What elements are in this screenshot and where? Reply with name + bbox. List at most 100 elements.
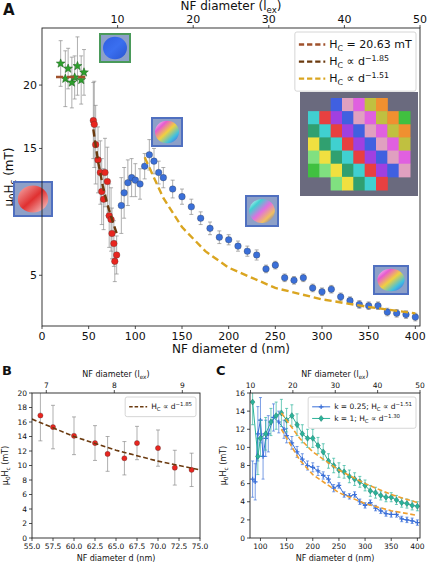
figure: A050100150200250300350400102030405051015… — [0, 0, 433, 580]
data-point — [316, 469, 321, 474]
x-tick-label: 0 — [39, 330, 46, 343]
data-point — [368, 488, 373, 494]
inset-image — [342, 124, 354, 138]
data-point — [216, 234, 223, 241]
inset-image — [353, 164, 365, 178]
data-point — [188, 204, 195, 211]
legend-box — [308, 397, 416, 428]
error-bar — [400, 498, 403, 507]
data-point — [235, 243, 242, 250]
inset-image — [308, 137, 320, 151]
x-axis-title: NF diameter d (nm) — [172, 342, 290, 356]
x-tick — [135, 326, 136, 329]
x-tick — [42, 326, 43, 329]
panel: A050100150200250300350400102030405051015… — [2, 0, 427, 356]
inset-image — [319, 124, 331, 138]
x2-tick-label: 8 — [112, 381, 117, 390]
x2-tick — [292, 390, 293, 393]
inset-image — [399, 164, 411, 178]
data-point — [73, 61, 82, 69]
data-point — [405, 501, 410, 507]
y-tick-label: 6 — [240, 479, 245, 488]
data-point — [415, 520, 420, 525]
inset-image — [377, 269, 404, 291]
x2-axis-title: NF diameter (lex) — [181, 0, 282, 15]
data-point — [258, 435, 263, 441]
x-tick-label: 67.5 — [129, 542, 146, 551]
error-bar — [190, 453, 194, 486]
x2-tick — [46, 390, 47, 393]
data-point — [274, 413, 279, 419]
x-tick-label: 50 — [82, 330, 96, 343]
legend-box — [125, 397, 196, 417]
data-point — [410, 518, 415, 523]
error-bar — [317, 466, 320, 475]
x2-tick — [250, 390, 251, 393]
data-point — [384, 494, 389, 500]
data-point — [80, 68, 89, 76]
data-point — [321, 449, 326, 455]
data-point — [256, 453, 261, 459]
error-bar — [343, 466, 346, 479]
plot-frame — [42, 28, 420, 326]
error-bar — [173, 450, 177, 485]
data-point — [316, 443, 321, 449]
data-point — [109, 230, 116, 237]
inset-image — [353, 151, 365, 165]
data-point — [146, 152, 153, 159]
data-point — [310, 435, 315, 441]
inset-image — [18, 185, 48, 212]
panel-letter: C — [216, 363, 226, 378]
legend-label: HC ∝ d−1.51 — [329, 71, 389, 87]
y-tick-label: 5 — [30, 269, 37, 282]
inset-image — [365, 98, 377, 112]
error-bar — [322, 472, 325, 479]
error-bar — [416, 520, 419, 525]
inset-image — [376, 98, 388, 112]
y-axis-title: μ0Hc (mT) — [219, 446, 229, 485]
error-bar — [390, 512, 393, 517]
inset-image — [376, 111, 388, 125]
inset-image — [399, 137, 411, 151]
inset-image — [319, 164, 331, 178]
x-tick-label: 400 — [405, 330, 426, 343]
error-bar — [251, 393, 254, 425]
error-bar — [353, 492, 356, 497]
fit-line — [93, 129, 116, 233]
data-point — [64, 64, 73, 72]
x2-axis-title: NF diameter (lex) — [301, 370, 368, 380]
inset-image — [353, 137, 365, 151]
error-bar — [411, 518, 414, 523]
x-tick-label: 300 — [312, 330, 333, 343]
y-tick-label: 8 — [22, 476, 27, 485]
data-point — [319, 288, 326, 295]
data-point — [281, 275, 288, 282]
x-tick-label: 62.5 — [87, 542, 104, 551]
inset-image — [365, 151, 377, 165]
x2-tick — [420, 390, 421, 393]
data-point — [328, 286, 335, 293]
data-point — [309, 285, 316, 292]
data-point — [319, 415, 324, 421]
legend: HC ∝ d−1.85 — [125, 397, 196, 417]
data-point — [118, 202, 125, 209]
data-point — [253, 480, 258, 485]
inset-image — [246, 196, 278, 226]
data-point — [169, 186, 176, 193]
data-point — [105, 451, 110, 456]
x2-tick-label: 10 — [246, 381, 256, 390]
inset-image — [376, 151, 388, 165]
y-tick-label: 10 — [235, 443, 245, 452]
inset-image — [331, 151, 343, 165]
error-bar — [256, 438, 259, 474]
inset-image — [308, 111, 320, 125]
x2-tick-label: 7 — [44, 381, 49, 390]
y-tick-label: 4 — [22, 505, 27, 514]
data-point — [305, 435, 310, 441]
data-point — [250, 477, 255, 482]
data-point — [38, 413, 43, 418]
inset-image — [249, 199, 275, 223]
error-bar — [135, 426, 139, 459]
data-point — [300, 275, 307, 282]
x-tick — [182, 326, 183, 329]
